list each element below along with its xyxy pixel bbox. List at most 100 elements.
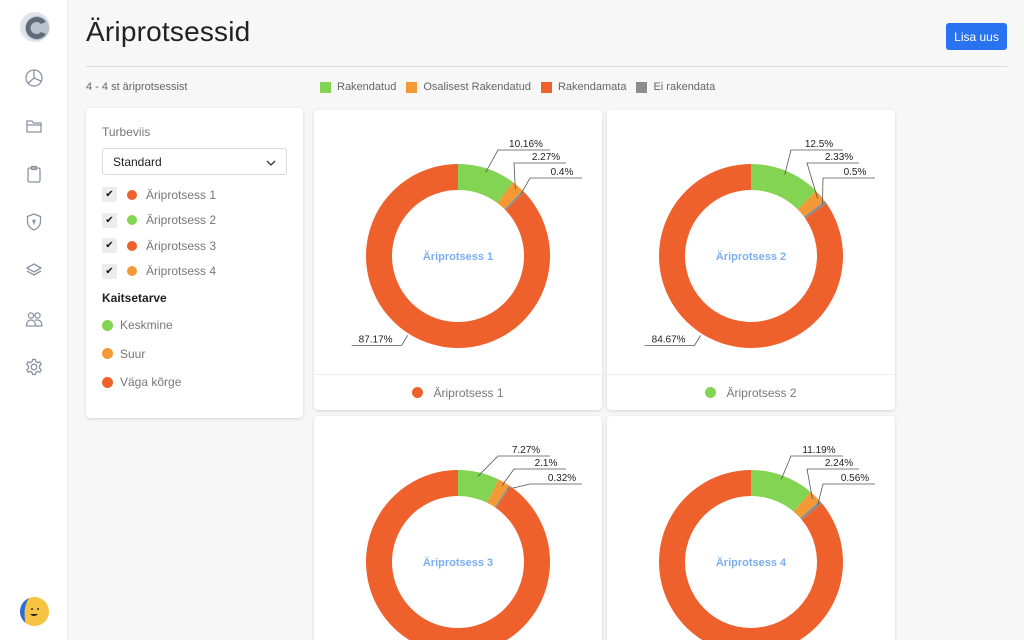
- process-card[interactable]: 11.19%2.24%0.56%86.01%Äriprotsess 4 Ärip…: [607, 416, 895, 640]
- legend-label: Ei rakendata: [653, 81, 716, 93]
- donut-center-label: Äriprotsess 1: [423, 250, 493, 263]
- data-label: 87.17%: [359, 334, 393, 345]
- protection-need-title: Kaitsetarve: [102, 291, 167, 305]
- process-card[interactable]: 7.27%2.1%0.32%90.31%Äriprotsess 3 Äripro…: [314, 416, 602, 640]
- legend-item-partially-implemented[interactable]: Osalisest Rakendatud: [406, 81, 531, 93]
- checkbox[interactable]: ✔: [102, 238, 117, 254]
- data-label: 0.32%: [548, 473, 576, 484]
- card-footer: Äriprotsess 2: [607, 374, 895, 410]
- legend-item-implemented[interactable]: Rakendatud: [320, 81, 396, 93]
- layers-icon[interactable]: [24, 260, 44, 280]
- leader-line: [780, 455, 843, 480]
- leader-line: [351, 335, 408, 346]
- process-status-dot: [705, 387, 717, 398]
- legend-swatch: [636, 81, 648, 93]
- process-filter-item[interactable]: ✔ Äriprotsess 4: [102, 259, 287, 285]
- donut-slice-rakendatud: [751, 164, 817, 210]
- donut-slice-ei-rakendata: [800, 500, 822, 520]
- view-label: Turbeviis: [102, 125, 151, 139]
- leader-line: [501, 468, 566, 486]
- process-list: ✔ Äriprotsess 1 ✔ Äriprotsess 2 ✔ Äripro…: [102, 182, 287, 284]
- donut-chart: 7.27%2.1%0.32%90.31%Äriprotsess 3: [366, 445, 582, 640]
- donut-slice-osalisest-rakendatud: [487, 479, 510, 508]
- view-select[interactable]: Standard: [102, 148, 287, 175]
- add-new-button[interactable]: Lisa uus: [946, 23, 1007, 50]
- donut-slice-rakendatud: [458, 164, 513, 203]
- donut-slice-ei-rakendata: [494, 485, 511, 508]
- chevron-down-icon: [266, 155, 276, 169]
- leader-line: [520, 177, 582, 195]
- folder-icon[interactable]: [24, 116, 44, 136]
- leader-line: [507, 483, 582, 490]
- page-title: Äriprotsessid: [86, 16, 251, 47]
- leader-line: [513, 162, 566, 190]
- leader-line: [822, 177, 875, 205]
- process-filter-item[interactable]: ✔ Äriprotsess 2: [102, 208, 287, 234]
- data-label: 7.27%: [512, 445, 540, 456]
- need-label: Väga kõrge: [120, 375, 182, 390]
- data-label: 84.67%: [652, 334, 686, 345]
- data-label: 0.5%: [844, 167, 867, 178]
- donut-slice-rakendatud: [751, 470, 811, 512]
- filter-panel: Turbeviis Standard ✔ Äriprotsess 1 ✔ Äri…: [86, 108, 303, 418]
- data-label: 2.33%: [825, 152, 853, 163]
- legend-item-not-applied[interactable]: Ei rakendata: [636, 81, 715, 93]
- data-label: 2.24%: [825, 458, 853, 469]
- need-item: Suur: [102, 340, 287, 369]
- legend-label: Osalisest Rakendatud: [423, 81, 531, 93]
- user-avatar[interactable]: [20, 597, 49, 626]
- legend-item-not-implemented[interactable]: Rakendamata: [540, 81, 626, 93]
- data-label: 0.4%: [551, 167, 574, 178]
- checkbox[interactable]: ✔: [102, 212, 117, 228]
- donut-slice-ei-rakendata: [504, 190, 525, 211]
- status-dot: [127, 215, 137, 226]
- card-footer-label: Äriprotsess 2: [726, 385, 797, 400]
- checkbox[interactable]: ✔: [102, 263, 117, 279]
- card-footer: Äriprotsess 1: [314, 374, 602, 410]
- status-dot: [102, 376, 113, 388]
- data-label: 11.19%: [802, 445, 835, 456]
- process-label: Äriprotsess 2: [146, 213, 217, 228]
- users-icon[interactable]: [24, 309, 44, 329]
- donut-chart: 10.16% 2.27% 0.4% 87.17% Äriprotsess 1: [351, 139, 582, 348]
- status-dot: [127, 240, 137, 251]
- donut-slice-osalisest-rakendatud: [797, 190, 825, 217]
- data-label: 0.56%: [841, 473, 869, 484]
- process-card[interactable]: 10.16% 2.27% 0.4% 87.17% Äriprotsess 1 Äripr…: [314, 110, 602, 410]
- header-divider: [86, 66, 1007, 67]
- legend-swatch: [320, 81, 331, 93]
- process-filter-item[interactable]: ✔ Äriprotsess 1: [102, 182, 287, 208]
- legend-label: Rakendatud: [337, 81, 397, 93]
- clipboard-icon[interactable]: [24, 164, 44, 184]
- checkbox[interactable]: ✔: [102, 187, 117, 203]
- gear-icon[interactable]: [24, 357, 44, 377]
- status-dot: [102, 319, 113, 331]
- card-footer-label: Äriprotsess 1: [433, 385, 504, 400]
- data-label: 12.5%: [805, 139, 833, 150]
- chart-legend: Rakendatud Osalisest Rakendatud Rakendam…: [320, 81, 715, 93]
- need-item: Väga kõrge: [102, 368, 287, 397]
- leader-line: [644, 335, 701, 346]
- process-label: Äriprotsess 4: [146, 264, 217, 279]
- shield-icon[interactable]: [24, 212, 44, 232]
- need-item: Keskmine: [102, 311, 287, 340]
- donut-slice-osalisest-rakendatud: [497, 182, 523, 210]
- app-logo[interactable]: [19, 11, 51, 43]
- process-label: Äriprotsess 1: [146, 187, 217, 202]
- need-label: Suur: [120, 346, 146, 361]
- pie-chart-icon[interactable]: [24, 68, 44, 88]
- donut-chart: 12.5% 2.33% 0.5% 84.67% Äriprotsess 2: [644, 139, 875, 348]
- status-dot: [127, 189, 137, 200]
- process-status-dot: [412, 387, 424, 398]
- legend-swatch: [406, 81, 418, 93]
- process-filter-item[interactable]: ✔ Äriprotsess 3: [102, 233, 287, 259]
- donut-center-label: Äriprotsess 3: [423, 556, 493, 569]
- leader-line: [806, 468, 859, 500]
- legend-swatch: [540, 81, 552, 93]
- sidebar: [0, 0, 68, 640]
- donut-center-label: Äriprotsess 4: [716, 556, 787, 569]
- donut-chart: 11.19%2.24%0.56%86.01%Äriprotsess 4: [659, 445, 875, 640]
- process-card[interactable]: 12.5% 2.33% 0.5% 84.67% Äriprotsess 2 Äripro…: [607, 110, 895, 410]
- donut-slice-rakendatud: [458, 470, 499, 503]
- leader-line: [485, 149, 550, 173]
